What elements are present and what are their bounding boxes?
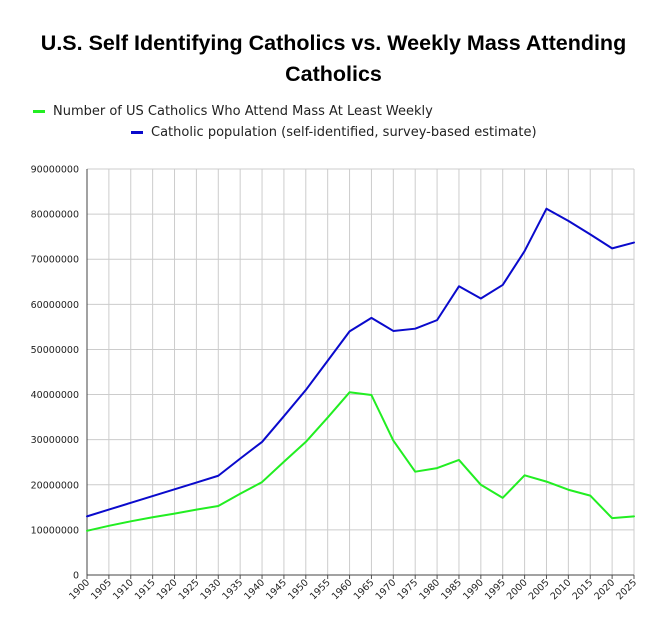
x-tick-label: 2025: [614, 577, 639, 602]
x-tick-label: 1945: [264, 577, 289, 602]
y-tick-label: 0: [73, 571, 79, 582]
x-tick-label: 2015: [570, 577, 595, 602]
legend-swatch-weekly-mass: [33, 110, 45, 113]
series-line-catholic-population: [86, 207, 635, 518]
x-tick-label: 1990: [461, 577, 486, 602]
y-tick-label: 30000000: [31, 435, 79, 446]
y-tick-label: 20000000: [31, 480, 79, 491]
x-tick-label: 1975: [395, 577, 420, 602]
y-tick-label: 60000000: [31, 300, 79, 311]
x-tick-label: 1900: [67, 577, 92, 602]
x-tick-label: 1995: [483, 577, 508, 602]
y-tick-label: 80000000: [31, 210, 79, 221]
x-tick-label: 1965: [352, 577, 377, 602]
legend: Number of US Catholics Who Attend Mass A…: [0, 104, 667, 144]
x-tick-label: 2005: [527, 577, 552, 602]
x-tick-label: 1960: [330, 577, 355, 602]
x-tick-label: 1910: [111, 577, 136, 602]
y-tick-label: 40000000: [31, 390, 79, 401]
y-tick-label: 10000000: [31, 525, 79, 536]
x-tick-label: 1920: [155, 577, 180, 602]
x-tick-label: 2010: [549, 577, 574, 602]
legend-item-catholic-population: Catholic population (self-identified, su…: [131, 125, 537, 140]
x-tick-label: 1980: [417, 577, 442, 602]
x-tick-label: 1930: [199, 577, 224, 602]
x-tick-label: 1935: [220, 577, 245, 602]
x-tick-label: 1955: [308, 577, 333, 602]
legend-swatch-catholic-population: [131, 131, 143, 134]
chart-title: U.S. Self Identifying Catholics vs. Week…: [40, 31, 627, 86]
x-tick-label: 1950: [286, 577, 311, 602]
x-tick-label: 1985: [439, 577, 464, 602]
x-tick-label: 1925: [177, 577, 202, 602]
x-tick-label: 1970: [374, 577, 399, 602]
x-tick-label: 1905: [89, 577, 114, 602]
legend-label-weekly-mass: Number of US Catholics Who Attend Mass A…: [53, 104, 433, 119]
x-tick-label: 1915: [133, 577, 158, 602]
legend-item-weekly-mass: Number of US Catholics Who Attend Mass A…: [33, 104, 433, 119]
series-line-weekly-mass: [86, 391, 635, 532]
y-tick-label: 90000000: [31, 165, 79, 176]
legend-label-catholic-population: Catholic population (self-identified, su…: [151, 125, 537, 140]
x-tick-label: 1940: [242, 577, 267, 602]
y-tick-label: 70000000: [31, 255, 79, 266]
x-tick-label: 2020: [592, 577, 617, 602]
x-tick-label: 2000: [505, 577, 530, 602]
y-tick-label: 50000000: [31, 345, 79, 356]
